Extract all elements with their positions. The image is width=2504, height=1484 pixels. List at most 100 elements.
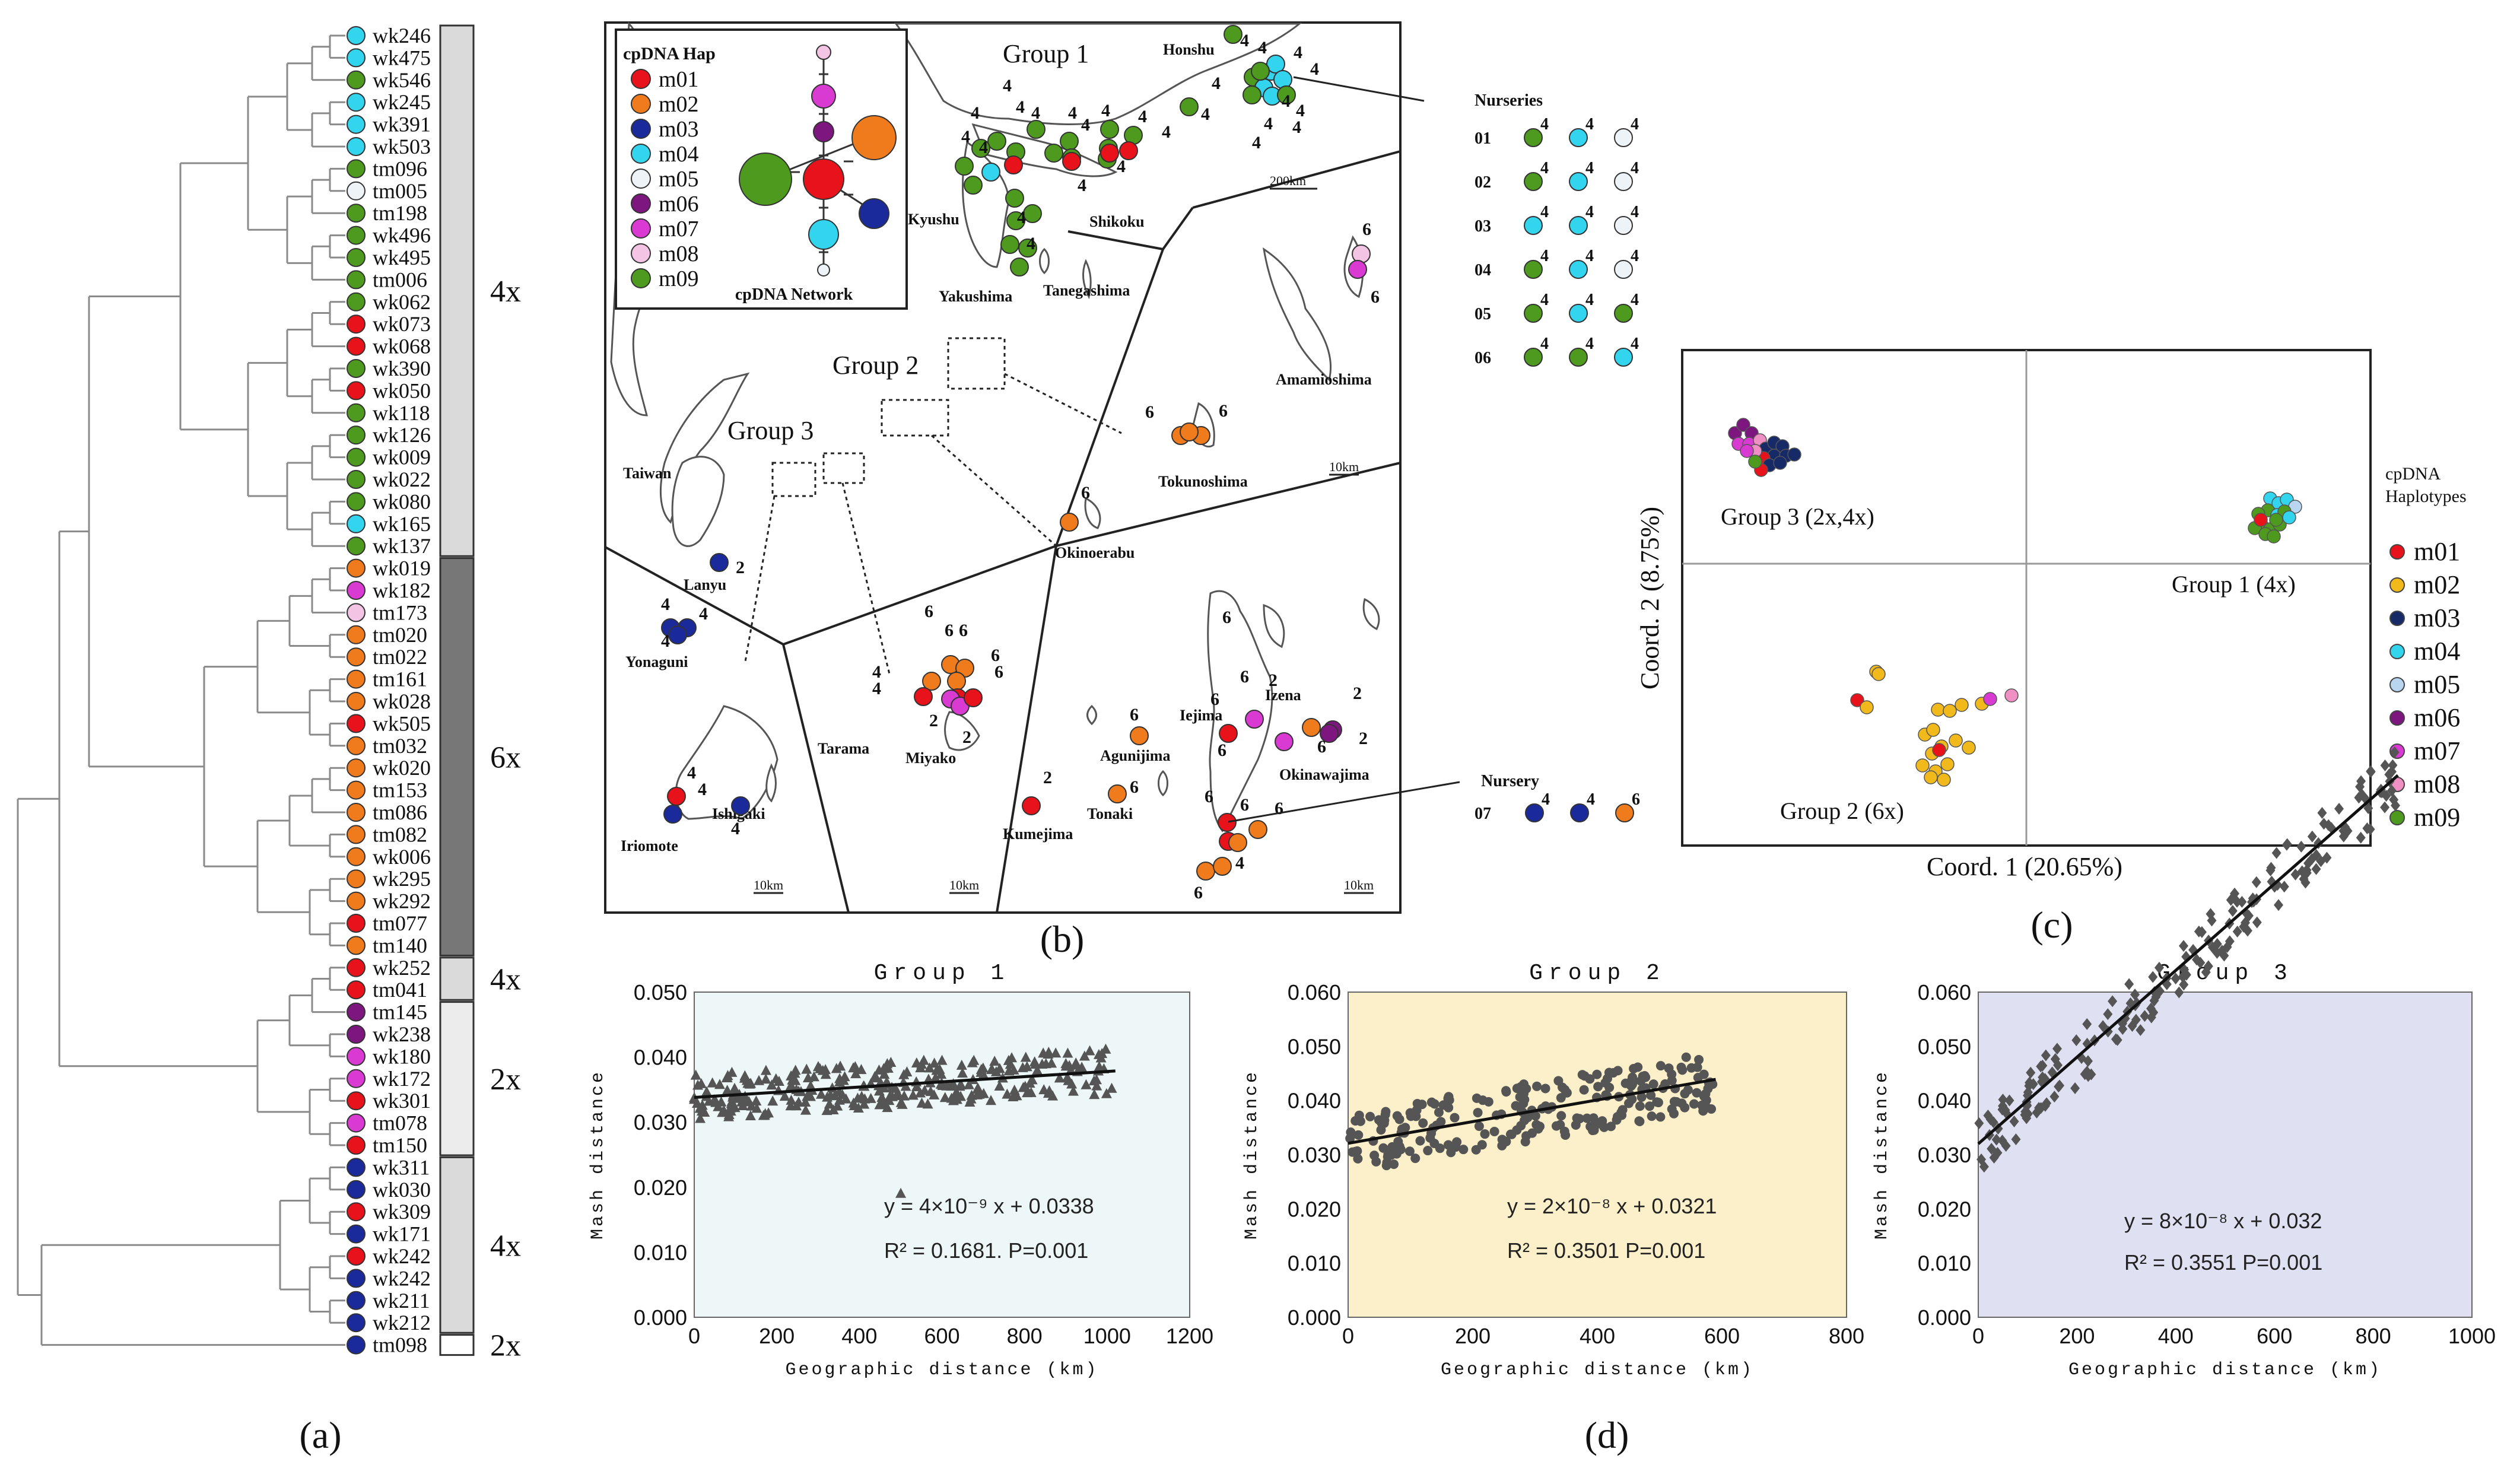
taxon-label: tm150: [373, 1133, 427, 1157]
map-number: 4: [1117, 157, 1126, 176]
chart-point: [1579, 1085, 1589, 1095]
nursery07-dot-m03: [1570, 803, 1589, 822]
map-legend-label-m06: m06: [659, 192, 699, 217]
dendrogram-taxon-labels: wk246wk475wk546wk245wk391wk503tm096tm005…: [373, 24, 431, 1357]
chart-point: [1346, 1127, 1356, 1137]
chart-point: [820, 1064, 831, 1075]
chart-ytick-label: 0.030: [634, 1110, 687, 1135]
chart-point: [978, 1069, 989, 1079]
taxon-dot: [347, 70, 366, 90]
map-number: 4: [1294, 43, 1302, 62]
chart-point: [2338, 825, 2349, 837]
dendrogram-panel: wk246wk475wk546wk245wk391wk503tm096tm005…: [17, 24, 521, 1363]
chart-point: [751, 1095, 762, 1106]
map-legend-swatch-m07: [631, 218, 651, 239]
map-number: 4: [1296, 101, 1305, 120]
map-legend-label-m03: m03: [659, 117, 699, 142]
taxon-label: wk211: [373, 1289, 430, 1313]
place-yakushima: Yakushima: [939, 288, 1012, 305]
chart-point: [1070, 1057, 1082, 1068]
taxon-dot: [347, 1335, 366, 1355]
chart-point: [1689, 1099, 1699, 1109]
chart-point: [726, 1066, 738, 1077]
chart-point: [1669, 1097, 1679, 1107]
taxon-label: wk028: [373, 689, 431, 713]
taxon-label: wk009: [373, 446, 431, 469]
taxon-label: wk172: [373, 1067, 431, 1091]
pcoa-legend-swatch-m03: [2389, 611, 2405, 626]
map-number: 6: [991, 646, 1000, 665]
chart-point: [829, 1090, 840, 1101]
nursery07-number: 4: [1542, 790, 1550, 809]
nursery-dot-m04: [1569, 128, 1588, 147]
chart-stats: R² = 0.3551 P=0.001: [2124, 1250, 2322, 1275]
chart-point: [1617, 1110, 1627, 1120]
map-number: 6: [1371, 287, 1380, 307]
chart-xtick-label: 600: [1704, 1324, 1740, 1348]
scale-bars: [754, 188, 1374, 894]
map-number: 4: [1240, 31, 1249, 50]
pcoa-point-m02: [1931, 703, 1945, 717]
map-legend-swatch-m08: [631, 243, 651, 263]
pcoa-legend-swatch-m09: [2389, 810, 2405, 825]
chart-point: [779, 1091, 790, 1101]
chart-point: [1575, 1114, 1585, 1124]
scale-200km: 200km: [1270, 173, 1306, 188]
chart-point: [2108, 995, 2118, 1008]
map-number: 4: [1292, 117, 1301, 137]
chart-point: [2319, 818, 2329, 830]
panel-label-c: (c): [2030, 904, 2073, 946]
taxon-label: tm140: [373, 933, 427, 957]
taxon-dot: [347, 736, 366, 755]
chart-point: [994, 1080, 1005, 1091]
taxon-label: wk242: [373, 1244, 431, 1268]
chart-point: [994, 1063, 1005, 1073]
taxon-dot: [347, 980, 366, 1000]
chart-point: [1593, 1082, 1603, 1092]
chart-point: [759, 1110, 770, 1120]
chart-point: [916, 1097, 927, 1108]
pcoa-point-m02: [1924, 770, 1938, 784]
chart-point: [2001, 1140, 2011, 1152]
chart-xlabel: Geographic distance (km): [1441, 1360, 1754, 1380]
taxon-label: tm086: [373, 800, 427, 824]
map-number: 6: [1275, 799, 1283, 818]
chart-xtick-label: 200: [1455, 1324, 1491, 1348]
map-dot-m01: [964, 688, 983, 707]
chart-point: [1532, 1081, 1542, 1091]
taxon-label: wk165: [373, 512, 431, 536]
chart-point: [791, 1100, 802, 1111]
taxon-label: tm145: [373, 1000, 427, 1024]
taxon-label: wk080: [373, 490, 431, 513]
nursery07-dot-m02: [1615, 803, 1634, 822]
map-group1-label: Group 1: [1003, 39, 1089, 68]
chart-point: [1063, 1075, 1074, 1085]
map-dot-m02: [1228, 833, 1247, 852]
inset-boxes: [744, 337, 1122, 677]
chart-point: [767, 1095, 778, 1106]
chart-point: [832, 1100, 843, 1111]
chart-point: [1088, 1075, 1100, 1086]
taxon-dot: [347, 48, 366, 68]
map-dot-m03: [710, 553, 729, 572]
taxon-label: tm161: [373, 668, 427, 691]
chart-point: [2239, 920, 2249, 933]
chart-point: [751, 1102, 762, 1113]
chart-point: [2174, 986, 2184, 999]
map-dot-m03: [668, 625, 687, 644]
chart-point: [1511, 1101, 1521, 1111]
chart-point: [2049, 1091, 2060, 1103]
nursery-number: 4: [1540, 115, 1549, 134]
chart-point: [1452, 1137, 1462, 1147]
nursery-number: 4: [1540, 247, 1549, 265]
map-legend-swatch-m03: [631, 119, 651, 139]
map-dot-m09: [964, 176, 983, 195]
chart-point: [946, 1092, 957, 1103]
place-okinoerabu: Okinoerabu: [1055, 544, 1135, 561]
pcoa-point-m04: [2282, 510, 2296, 525]
chart-point: [955, 1079, 967, 1090]
chart-point: [2334, 802, 2344, 815]
pcoa-point-m02: [1955, 698, 1969, 712]
chart-point: [835, 1060, 846, 1071]
chart-point: [1011, 1090, 1022, 1101]
